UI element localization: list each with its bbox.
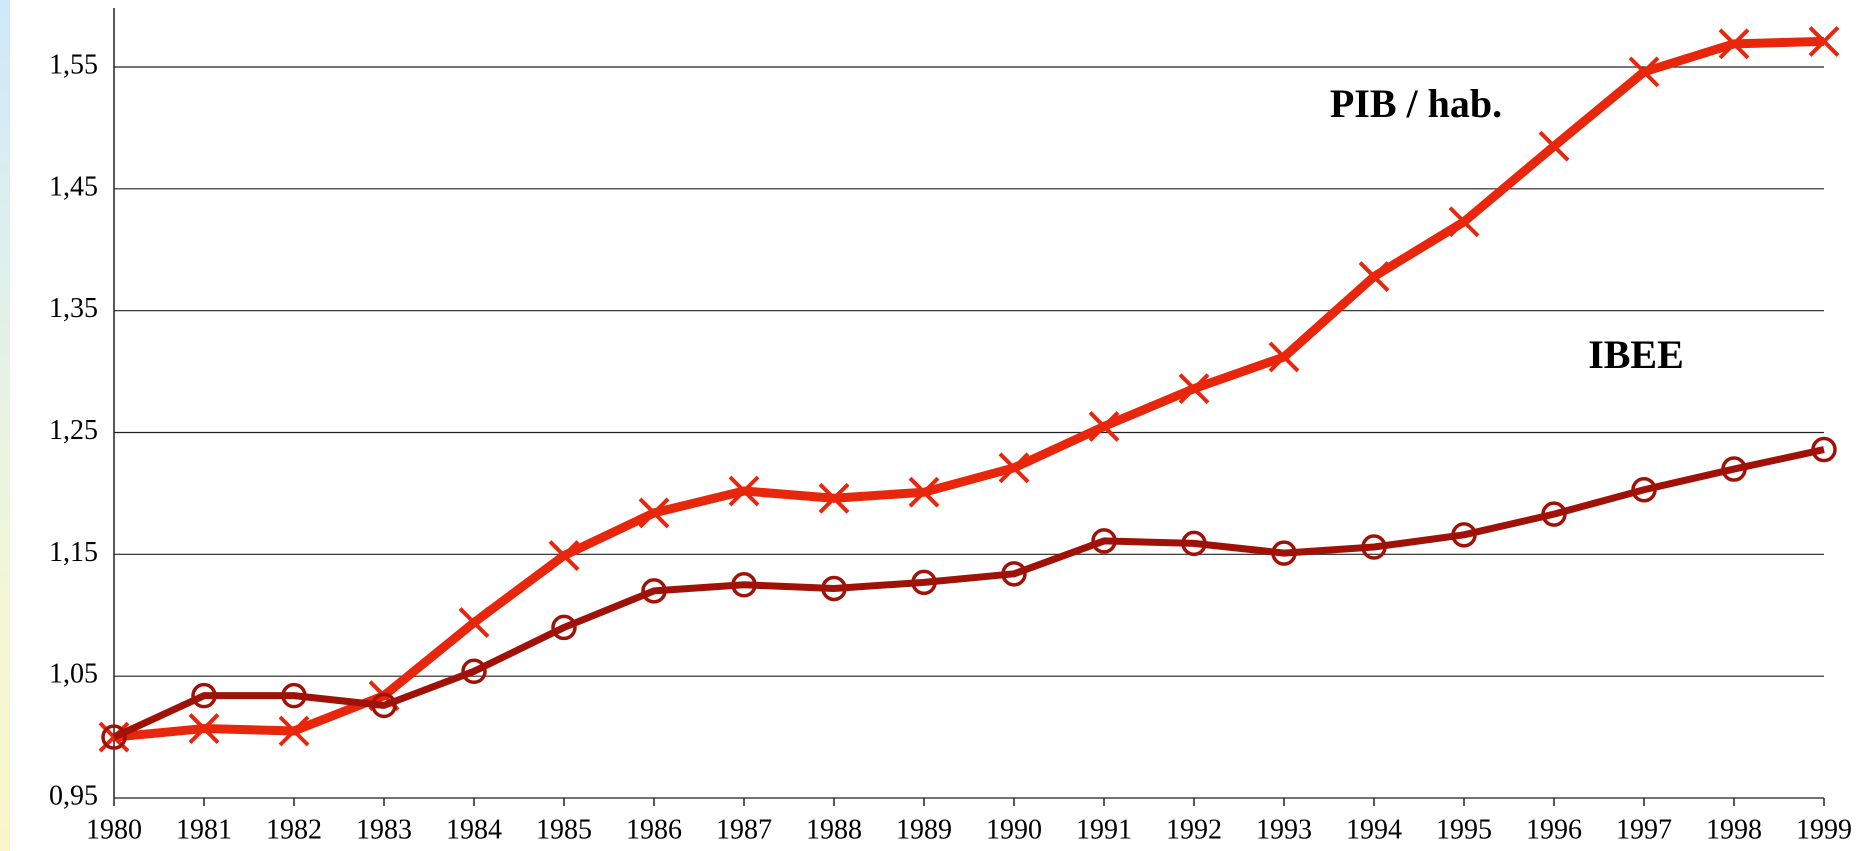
marker: [281, 682, 307, 709]
marker: [551, 614, 577, 641]
marker: [818, 482, 850, 514]
marker-stroke: [908, 476, 940, 508]
x-tick-label: 1990: [986, 814, 1042, 845]
x-tick-label: 1995: [1436, 814, 1492, 845]
y-tick-label: 1,55: [49, 49, 98, 80]
marker: [101, 724, 127, 750]
marker: [191, 682, 217, 709]
marker: [1628, 56, 1660, 88]
marker: [1718, 28, 1750, 60]
y-tick-label: 1,25: [49, 415, 98, 446]
marker-stroke: [1718, 28, 1750, 60]
marker: [458, 607, 490, 638]
marker: [1091, 528, 1117, 554]
marker: [1181, 530, 1207, 557]
marker: [1451, 522, 1477, 548]
edge-strip: [0, 0, 10, 851]
x-tick-label: 1988: [806, 814, 862, 845]
marker: [461, 658, 487, 685]
marker: [908, 476, 940, 508]
y-tick-label: 1,35: [49, 293, 98, 324]
x-tick-label: 1992: [1166, 814, 1222, 845]
marker: [1721, 456, 1747, 482]
x-tick-label: 1985: [536, 814, 592, 845]
marker-stroke: [1538, 130, 1570, 162]
marker: [1808, 26, 1840, 57]
marker: [641, 578, 667, 604]
marker-stroke: [1448, 206, 1480, 238]
marker: [1271, 540, 1297, 566]
marker-stroke: [1808, 26, 1840, 57]
series-label: IBEE: [1588, 332, 1684, 377]
marker-stroke: [818, 482, 850, 514]
marker-stroke: [1088, 410, 1120, 442]
marker: [371, 692, 397, 719]
x-tick-label: 1997: [1616, 814, 1672, 845]
y-tick-label: 1,15: [49, 537, 98, 568]
marker: [998, 452, 1030, 484]
x-tick-label: 1994: [1346, 814, 1402, 845]
x-tick-label: 1998: [1706, 814, 1762, 845]
x-tick-label: 1987: [716, 814, 772, 845]
marker-stroke: [1178, 373, 1210, 405]
marker: [548, 540, 580, 571]
x-tick-label: 1999: [1796, 814, 1852, 845]
marker-stroke: [1268, 341, 1300, 373]
series-line: [112, 446, 1825, 741]
marker: [731, 572, 757, 598]
y-tick-label: 1,45: [49, 171, 98, 202]
marker: [911, 569, 937, 596]
marker-stroke: [548, 540, 580, 571]
marker-stroke: [1358, 261, 1390, 292]
marker-stroke: [188, 713, 220, 744]
y-tick-label: 0,95: [49, 780, 98, 811]
series-label: PIB / hab.: [1330, 81, 1502, 126]
marker-stroke: [728, 475, 760, 507]
x-tick-label: 1989: [896, 814, 952, 845]
marker: [1001, 561, 1027, 587]
marker-stroke: [638, 497, 670, 529]
marker: [1541, 501, 1567, 527]
marker: [188, 713, 220, 744]
marker: [1448, 206, 1480, 238]
x-tick-label: 1982: [266, 814, 322, 845]
x-tick-label: 1996: [1526, 814, 1582, 845]
y-tick-label: 1,05: [49, 659, 98, 690]
marker: [278, 715, 310, 747]
x-tick-label: 1983: [356, 814, 412, 845]
marker: [1268, 341, 1300, 373]
marker: [1538, 130, 1570, 162]
marker: [1361, 534, 1387, 560]
series-line: [113, 36, 1825, 742]
marker-stroke: [998, 452, 1030, 484]
x-tick-label: 1986: [626, 814, 682, 845]
marker: [1178, 373, 1210, 405]
marker: [1088, 410, 1120, 442]
marker: [728, 475, 760, 507]
x-tick-label: 1993: [1256, 814, 1312, 845]
x-tick-label: 1980: [86, 814, 142, 845]
marker: [821, 575, 847, 602]
x-tick-label: 1991: [1076, 814, 1132, 845]
x-tick-label: 1984: [446, 814, 502, 845]
marker: [638, 497, 670, 529]
marker-stroke: [458, 607, 490, 638]
marker-stroke: [278, 715, 310, 747]
marker-stroke: [1628, 56, 1660, 88]
marker: [1358, 261, 1390, 292]
marker: [1811, 436, 1837, 463]
marker: [1631, 477, 1657, 503]
x-tick-label: 1981: [176, 814, 232, 845]
